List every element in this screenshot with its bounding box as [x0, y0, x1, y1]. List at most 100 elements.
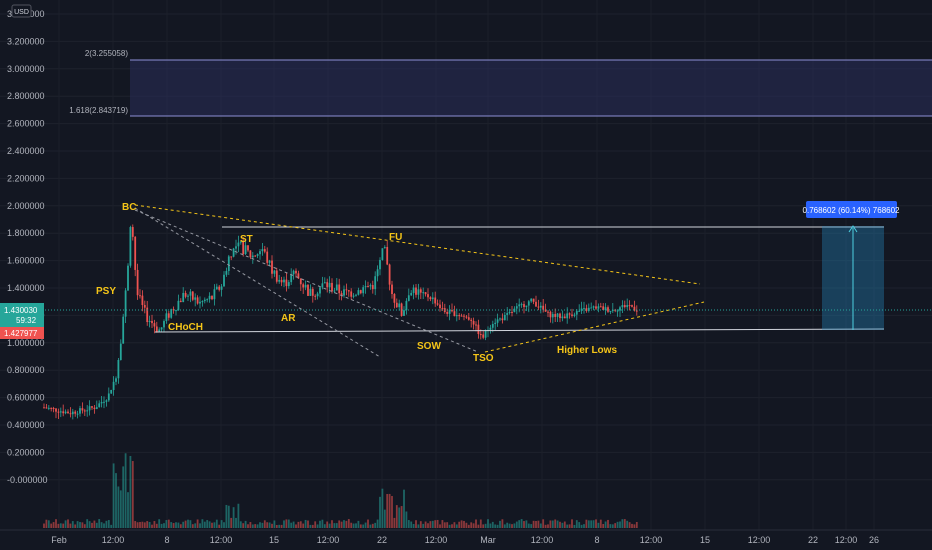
candle-body: [599, 306, 602, 308]
candle-body: [407, 295, 410, 301]
volume-bar: [211, 522, 213, 528]
candle-body: [64, 411, 67, 414]
volume-bar: [386, 494, 389, 528]
candle-body: [544, 309, 547, 312]
candle-body: [391, 284, 393, 295]
candle-body: [304, 284, 307, 288]
candle-body: [139, 295, 141, 297]
candle-body: [309, 288, 312, 296]
volume-bar: [369, 524, 372, 528]
last-price-tag-bg: [0, 303, 44, 327]
volume-bar: [597, 522, 600, 528]
volume-bar: [415, 520, 417, 528]
volume-bar: [299, 521, 302, 528]
channel-line-lower[interactable]: [134, 209, 479, 353]
annotation-bc: BC: [122, 202, 136, 213]
candle-body: [530, 298, 533, 302]
candle-body: [328, 282, 331, 288]
candle-body: [227, 256, 230, 271]
time-tick-label: 12:00: [640, 535, 663, 545]
descending-resistance-trendline[interactable]: [134, 204, 701, 285]
price-tick-label: 2.200000: [7, 173, 45, 183]
candle-body: [194, 297, 197, 300]
candle-body: [297, 273, 300, 279]
volume-bar: [479, 519, 482, 528]
candle-body: [76, 413, 79, 415]
candle-body: [475, 324, 477, 326]
price-tick-label: 2.400000: [7, 146, 45, 156]
candle-body: [220, 286, 223, 290]
range-bottom-line[interactable]: [154, 328, 885, 333]
volume-bar: [297, 521, 300, 528]
volume-bar: [407, 520, 410, 528]
candle-body: [225, 270, 228, 275]
candle-body: [429, 297, 432, 300]
candle-body: [124, 290, 127, 317]
volume-bar: [530, 524, 533, 528]
volume-bar: [302, 523, 305, 528]
volume-bar: [568, 524, 571, 528]
volume-bar: [199, 523, 201, 528]
candle-body: [256, 254, 259, 256]
candle-body: [249, 250, 252, 258]
candle-body: [148, 320, 151, 323]
candle-body: [427, 294, 429, 298]
candle-body: [273, 270, 276, 274]
candle-body: [532, 298, 535, 302]
volume-bar: [501, 519, 504, 528]
volume-bar: [388, 493, 391, 528]
volume-bar: [355, 523, 357, 528]
candle-body: [323, 282, 326, 284]
candle-body: [115, 378, 117, 382]
volume-bar: [122, 466, 125, 528]
candle-body: [67, 411, 69, 414]
candle-body: [518, 304, 521, 307]
candle-body: [597, 306, 600, 309]
candle-body: [129, 227, 132, 266]
time-tick-label: 12:00: [210, 535, 233, 545]
volume-bar: [619, 521, 621, 528]
volume-bar: [287, 519, 290, 528]
volume-bar: [151, 524, 153, 528]
candle-body: [547, 311, 549, 313]
volume-bar: [271, 523, 273, 528]
candle-body: [626, 305, 629, 308]
volume-bar: [81, 522, 84, 528]
volume-bar: [422, 523, 425, 528]
candle-body: [211, 295, 213, 300]
volume-bar: [218, 524, 221, 528]
time-tick-label: 12:00: [835, 535, 858, 545]
volume-bar: [614, 523, 617, 528]
fib-extension-zone[interactable]: 2(3.255058) 1.618(2.843719): [69, 49, 932, 117]
volume-bar: [47, 520, 50, 528]
currency-badge[interactable]: USD: [11, 4, 32, 18]
volume-bar: [177, 522, 180, 528]
time-tick-label: Feb: [51, 535, 67, 545]
volume-bar: [45, 519, 48, 528]
higher-lows-trendline[interactable]: [484, 301, 705, 353]
candle-body: [343, 289, 345, 296]
volume-bar: [249, 522, 252, 528]
annotation-sow: SOW: [417, 341, 441, 352]
volume-bar: [64, 520, 67, 528]
volume-bar: [136, 522, 139, 528]
volume-bar: [93, 520, 96, 528]
volume-bar: [141, 521, 144, 528]
candle-body: [460, 315, 463, 317]
time-axis[interactable]: Feb 12:00 8 12:00 15 12:00 22 12:00 Mar 12:00 8 12:…: [51, 535, 879, 545]
volume-bar: [261, 522, 264, 528]
candle-body: [338, 284, 341, 294]
volume-bar: [189, 520, 192, 528]
volume-bar: [213, 522, 216, 528]
volume-bar: [405, 511, 408, 528]
volume-bar: [434, 520, 437, 528]
volume-bar: [225, 504, 228, 528]
candle-body: [376, 269, 379, 277]
candle-body: [347, 290, 350, 292]
measure-label-box: [806, 201, 897, 218]
candle-body: [542, 305, 545, 310]
volume-bar: [631, 523, 633, 528]
candle-body: [621, 305, 624, 308]
price-range-measure[interactable]: 0.768602 (60.14%) 768602: [803, 201, 901, 330]
